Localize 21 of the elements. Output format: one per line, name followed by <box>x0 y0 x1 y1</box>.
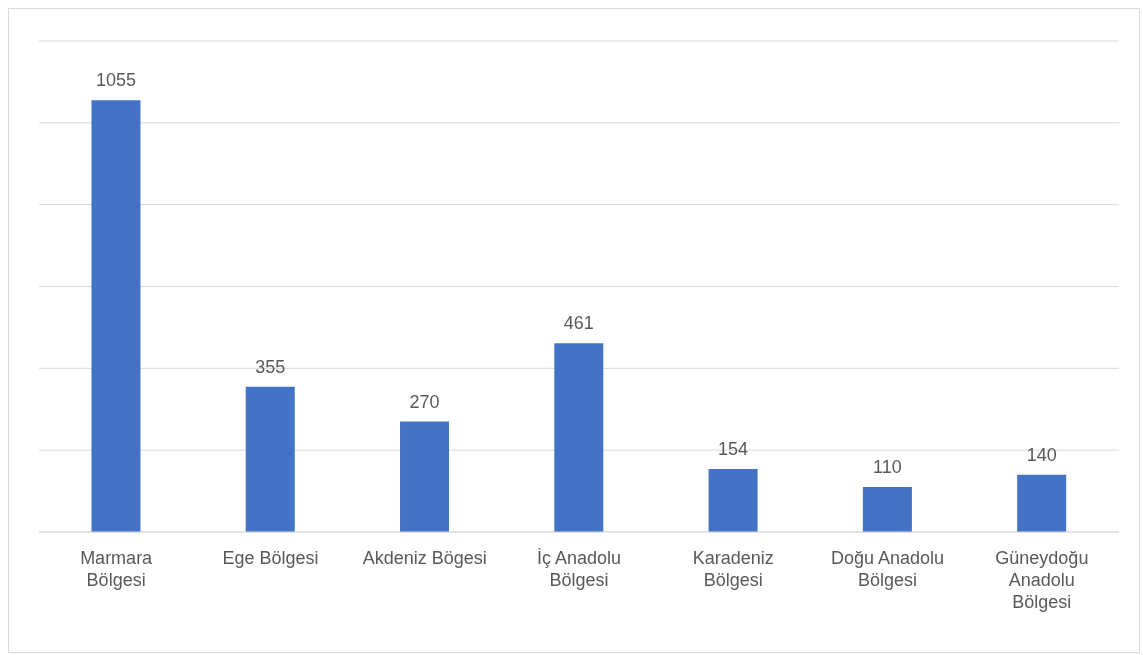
x-tick-label: Karadeniz Bölgesi <box>692 548 774 590</box>
bar <box>400 421 450 532</box>
bar <box>554 343 604 532</box>
data-label: 110 <box>873 456 902 477</box>
bar <box>91 100 141 532</box>
bar <box>1017 474 1067 532</box>
data-label: 461 <box>563 313 594 334</box>
x-tick-label: İç Anadolu Bölgesi <box>536 548 622 590</box>
bar <box>862 486 912 532</box>
x-tick-label: Doğu Anadolu Bölgesi <box>831 548 945 590</box>
x-tick-label: Güneydoğu Anadolu Bölgesi <box>995 548 1089 612</box>
data-label: 140 <box>1026 444 1057 465</box>
data-label: 1055 <box>95 70 136 91</box>
x-tick-label: Marmara Bölgesi <box>80 548 154 590</box>
data-label: 270 <box>409 391 440 412</box>
x-tick-label: Akdeniz Bögesi <box>362 548 487 568</box>
x-tick-label: Ege Bölgesi <box>222 548 319 568</box>
data-label: 154 <box>718 438 749 459</box>
bar <box>245 386 295 532</box>
data-label: 355 <box>255 356 286 377</box>
bar <box>708 468 758 532</box>
